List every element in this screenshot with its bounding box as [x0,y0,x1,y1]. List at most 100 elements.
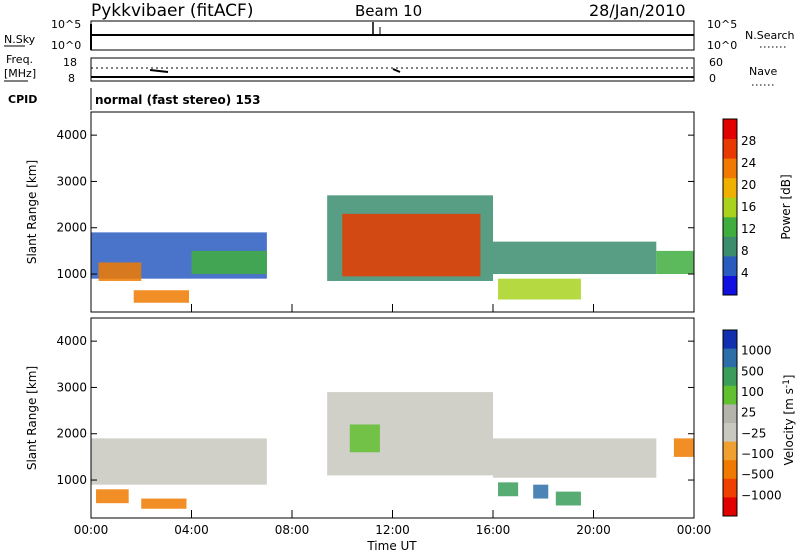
velocity-colorbar-tick-label: 1000 [741,344,772,358]
power-colorbar-tick-label: 24 [741,156,756,170]
y-tick-label: 4000 [56,128,87,142]
velocity-colorbar-swatch [723,423,737,443]
power-y-axis-label: Slant Range [km] [25,160,39,264]
velocity-colorbar-swatch [723,497,737,517]
velocity-colorbar-swatch [723,385,737,405]
velocity-colorbar-tick-label: −500 [741,468,774,482]
nsearch-tick-top: 10^5 [707,18,737,31]
velocity-colorbar-swatch [723,460,737,480]
power-colorbar-tick-label: 16 [741,200,756,214]
velocity-colorbar-swatch [723,348,737,368]
scatter-region-1 [98,262,142,281]
velocity-data-marks [91,392,694,509]
freq-strip-frame [90,57,695,82]
velocity-y-axis-label: Slant Range [km] [25,366,39,470]
y-tick-label: 4000 [56,334,87,348]
power-colorbar-tick-label: 20 [741,178,756,192]
nave-label: Nave [749,65,777,78]
scatter-region-5 [493,438,657,478]
velocity-colorbar-swatch [723,367,737,387]
power-colorbar-swatch [723,177,737,198]
power-colorbar: 4 8 12 16 20 24 28 Power [dB] [722,118,793,296]
power-colorbar-tick-label: 4 [741,266,749,280]
scatter-region-6 [493,241,657,275]
velocity-colorbar-tick-label: −1000 [741,488,782,502]
velocity-colorbar-tick-label: −25 [741,426,766,440]
y-tick-label: 1000 [56,267,87,281]
scatter-region-3 [191,250,267,275]
power-colorbar-swatch [723,255,737,276]
freq-label-2: [MHz] [4,67,36,80]
velocity-panel: 1000 2000 3000 4000 00:00 04:00 08:00 12:00 16:… [25,317,712,553]
scatter-region-0 [91,438,267,485]
velocity-colorbar-tick-label: 25 [741,406,756,420]
scatter-region-8 [656,250,694,275]
velocity-colorbar-swatch [723,330,737,350]
power-colorbar-swatch [723,158,737,179]
y-tick-label: 1000 [56,473,87,487]
x-tick-label: 00:00 [74,523,109,537]
power-x-ticks [90,304,695,312]
scatter-region-9 [673,438,694,457]
velocity-colorbar-tick-label: −100 [741,447,774,461]
y-tick-label: 2000 [56,427,87,441]
power-colorbar-swatch [723,197,737,218]
nsearch-label: N.Search [745,29,795,42]
freq-tick-bottom: 8 [68,72,75,85]
power-colorbar-label: Power [dB] [779,174,793,239]
velocity-colorbar-swatch [723,478,737,498]
velocity-colorbar-tick-label: 500 [741,364,764,378]
nave-dip [149,69,169,73]
x-tick-label: 16:00 [476,523,511,537]
freq-label-1: Freq. [6,53,33,66]
cpid-label: CPID [8,93,37,106]
y-tick-label: 3000 [56,380,87,394]
velocity-colorbar-swatch [723,404,737,424]
nsearch-tick-bottom: 10^0 [707,39,737,52]
beam-title: Beam 10 [355,2,422,20]
velocity-colorbar-frame [722,329,738,517]
power-colorbar-ticks: 4 8 12 16 20 24 28 [741,134,756,280]
x-tick-label: 12:00 [375,523,410,537]
power-colorbar-tick-label: 28 [741,134,756,148]
velocity-x-ticks: 00:00 04:00 08:00 12:00 16:00 20:00 00:00 [74,510,712,537]
x-tick-label: 08:00 [275,523,310,537]
scatter-region-2 [141,498,187,509]
cpid-value: normal (fast stereo) 153 [95,93,261,107]
x-tick-label: 00:00 [677,523,712,537]
velocity-colorbar: 1000 500 100 25 −25 −100 −500 −1000 Velocity [m… [722,329,796,517]
scatter-region-1 [96,489,129,504]
scatter-region-4 [349,424,380,453]
time-axis-label: Time UT [366,539,417,553]
power-colorbar-swatch [723,236,737,257]
power-panel: 1000 2000 3000 4000 Slant Range [km] [25,111,695,313]
power-colorbar-tick-label: 12 [741,222,756,236]
scatter-region-7 [498,278,581,300]
velocity-y-ticks: 1000 2000 3000 4000 [56,334,694,487]
freq-tick-top: 18 [63,56,77,69]
nave-tick-top: 60 [709,56,723,69]
power-y-ticks: 1000 2000 3000 4000 [56,128,694,281]
velocity-colorbar-swatches [723,330,737,517]
station-title: Pykkvibaer (fitACF) [91,1,253,21]
nsky-tick-top: 10^5 [51,18,81,31]
power-colorbar-frame [722,118,738,296]
velocity-colorbar-tick-label: 100 [741,385,764,399]
scatter-region-7 [533,484,549,499]
power-colorbar-swatch [723,216,737,237]
x-tick-label: 20:00 [576,523,611,537]
scatter-region-8 [555,491,581,506]
power-data-marks [91,195,694,303]
date-title: 28/Jan/2010 [589,1,686,20]
scatter-region-5 [342,213,481,277]
power-colorbar-swatches [723,119,737,296]
power-colorbar-tick-label: 8 [741,244,749,258]
nsky-tick-bottom: 10^0 [51,39,81,52]
y-tick-label: 2000 [56,221,87,235]
velocity-colorbar-swatch [723,441,737,461]
velocity-colorbar-ticks: 1000 500 100 25 −25 −100 −500 −1000 [741,344,782,503]
velocity-colorbar-label: Velocity [m s-1] [782,374,796,465]
nave-dip-2 [392,68,401,73]
scatter-region-2 [133,290,189,303]
